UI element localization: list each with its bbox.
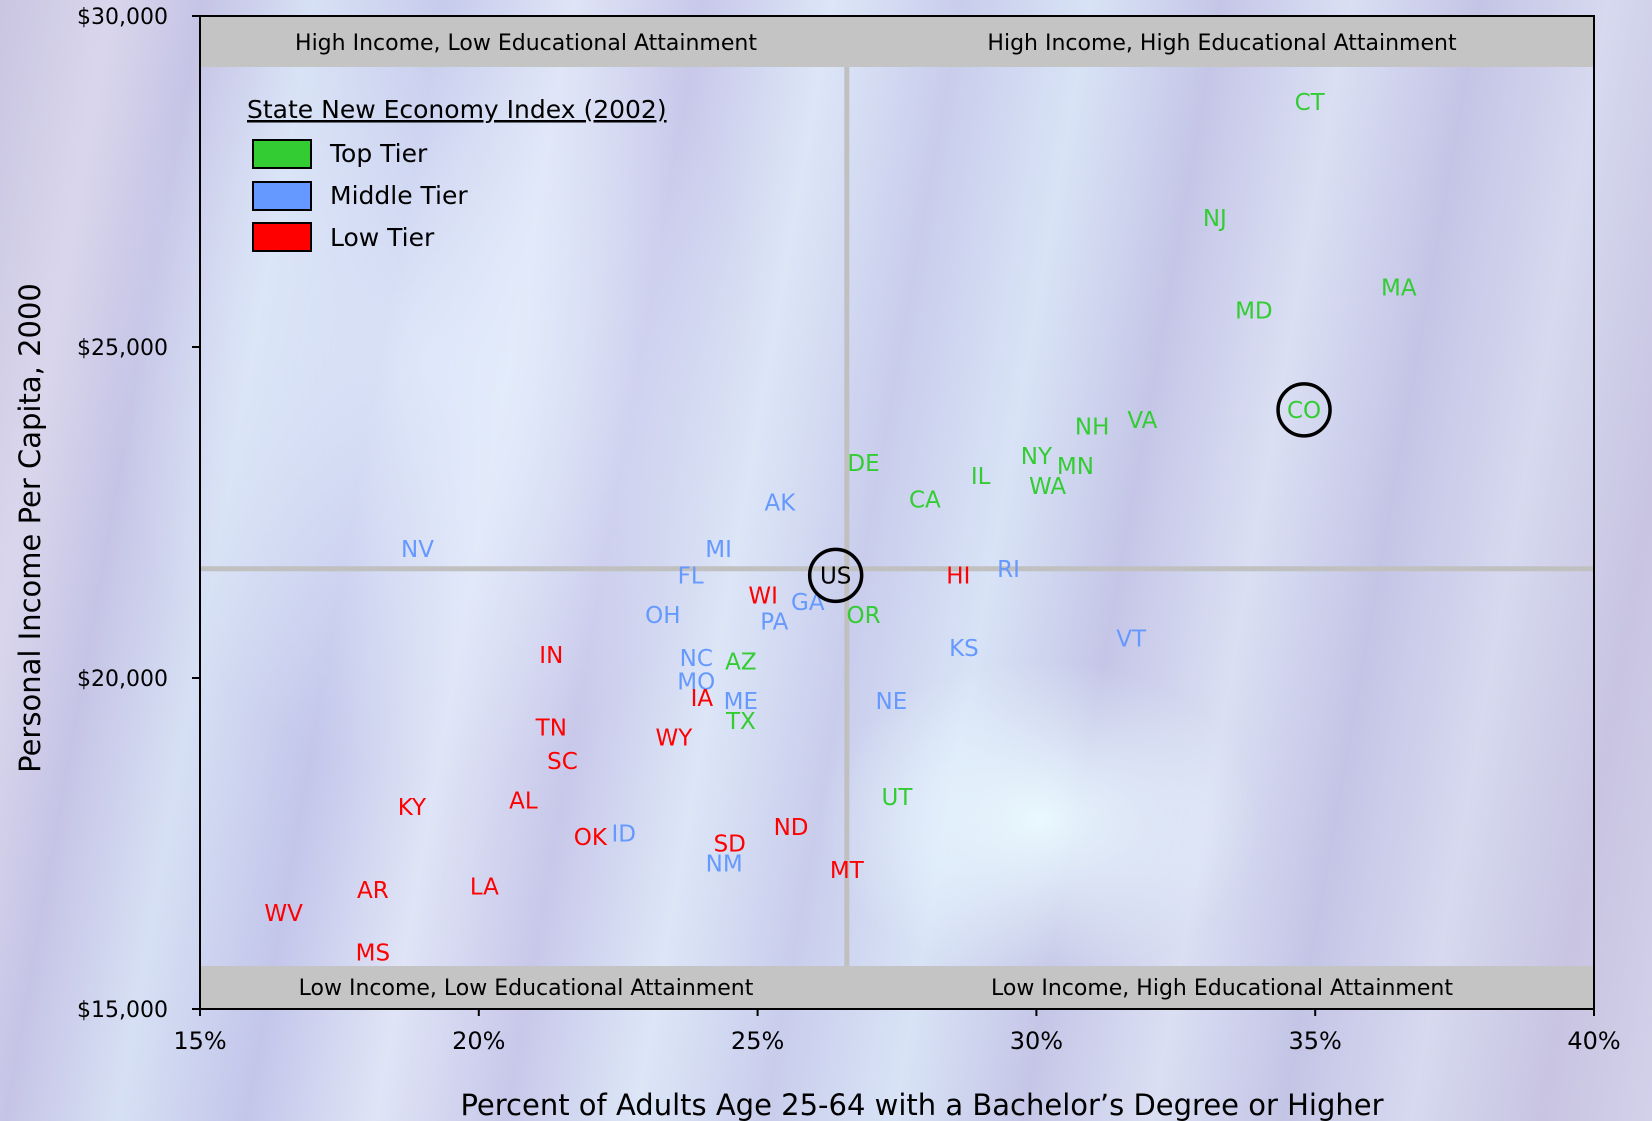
state-point-oh: OH	[645, 603, 680, 629]
state-point-va: VA	[1127, 408, 1157, 434]
state-point-ok: OK	[574, 825, 608, 851]
x-tick-label: 25%	[731, 1027, 784, 1055]
state-point-ar: AR	[357, 878, 389, 904]
state-point-wy: WY	[656, 726, 694, 752]
x-tick-label: 30%	[1010, 1027, 1063, 1055]
legend: State New Economy Index (2002) Top Tier …	[247, 95, 667, 252]
legend-swatch-low-tier	[252, 222, 312, 252]
state-point-il: IL	[971, 464, 991, 490]
state-point-nj: NJ	[1203, 206, 1227, 232]
state-point-ma: MA	[1381, 275, 1417, 301]
plot-frame	[199, 15, 1595, 1010]
state-point-ri: RI	[997, 557, 1020, 583]
state-point-ca: CA	[909, 487, 941, 513]
legend-label-middle-tier: Middle Tier	[330, 181, 468, 210]
y-tick-label: $25,000	[77, 336, 168, 361]
legend-label-top-tier: Top Tier	[329, 139, 428, 168]
state-point-pa: PA	[760, 610, 788, 636]
state-point-md: MD	[1235, 299, 1273, 325]
legend-swatch-top-tier	[252, 139, 312, 169]
y-tick-label: $20,000	[77, 667, 168, 692]
state-point-ne: NE	[876, 689, 908, 715]
legend-title: State New Economy Index (2002)	[247, 95, 667, 124]
state-point-mn: MN	[1057, 454, 1094, 480]
state-point-mt: MT	[830, 858, 865, 884]
state-point-ak: AK	[764, 491, 796, 517]
legend-label-low-tier: Low Tier	[330, 223, 435, 252]
state-point-nc: NC	[680, 646, 713, 672]
state-point-us: US	[820, 563, 851, 589]
state-point-mo: MO	[677, 669, 715, 695]
x-tick-label: 15%	[173, 1027, 226, 1055]
state-point-wi: WI	[748, 583, 778, 609]
state-point-sc: SC	[547, 749, 578, 775]
state-point-nm: NM	[706, 851, 743, 877]
state-point-de: DE	[847, 451, 879, 477]
x-tick-label: 20%	[452, 1027, 505, 1055]
x-tick-label: 35%	[1289, 1027, 1342, 1055]
state-point-tn: TN	[535, 716, 567, 742]
state-point-nh: NH	[1075, 414, 1110, 440]
state-point-vt: VT	[1116, 626, 1147, 652]
state-point-ms: MS	[356, 941, 390, 967]
state-point-me: ME	[724, 689, 758, 715]
state-point-nv: NV	[401, 537, 434, 563]
state-point-al: AL	[509, 788, 538, 814]
x-axis-title: Percent of Adults Age 25-64 with a Bache…	[460, 1088, 1383, 1121]
y-axis-title: Personal Income Per Capita, 2000	[13, 283, 47, 773]
state-point-hi: HI	[946, 563, 970, 589]
axis-ticks: 15% 20% 25% 30% 35% 40% $15,000 $20,000 $25,000 $…	[77, 5, 1621, 1055]
state-point-or: OR	[846, 603, 880, 629]
state-point-sd: SD	[714, 832, 746, 858]
state-point-mi: MI	[705, 537, 732, 563]
state-point-az: AZ	[725, 649, 757, 675]
state-point-co: CO	[1287, 398, 1321, 424]
y-tick-label: $30,000	[77, 5, 168, 30]
state-point-wv: WV	[264, 901, 303, 927]
state-point-ct: CT	[1295, 90, 1326, 116]
state-point-tx: TX	[725, 709, 756, 735]
x-tick-label: 40%	[1567, 1027, 1620, 1055]
state-point-ia: IA	[691, 686, 714, 712]
state-point-nd: ND	[774, 815, 809, 841]
bottom-quadrant-band	[201, 966, 1593, 1008]
top-quadrant-band	[201, 17, 1593, 67]
highlight-circle-co	[1276, 382, 1332, 438]
quadrant-label-top-left: High Income, Low Educational Attainment	[295, 31, 757, 56]
state-point-wa: WA	[1029, 474, 1066, 500]
state-point-id: ID	[612, 822, 637, 848]
state-point-in: IN	[539, 643, 563, 669]
state-point-ky: KY	[398, 795, 427, 821]
state-point-ny: NY	[1021, 444, 1053, 470]
legend-swatch-middle-tier	[252, 181, 312, 211]
quadrant-label-bottom-right: Low Income, High Educational Attainment	[991, 976, 1453, 1001]
quadrant-label-bottom-left: Low Income, Low Educational Attainment	[299, 976, 754, 1001]
highlight-circle-us	[807, 547, 864, 604]
quadrant-label-top-right: High Income, High Educational Attainment	[987, 31, 1457, 56]
y-tick-label: $15,000	[77, 998, 168, 1023]
state-point-ks: KS	[949, 636, 979, 662]
state-point-ut: UT	[882, 785, 914, 811]
state-point-la: LA	[470, 875, 499, 901]
state-point-fl: FL	[678, 563, 704, 589]
